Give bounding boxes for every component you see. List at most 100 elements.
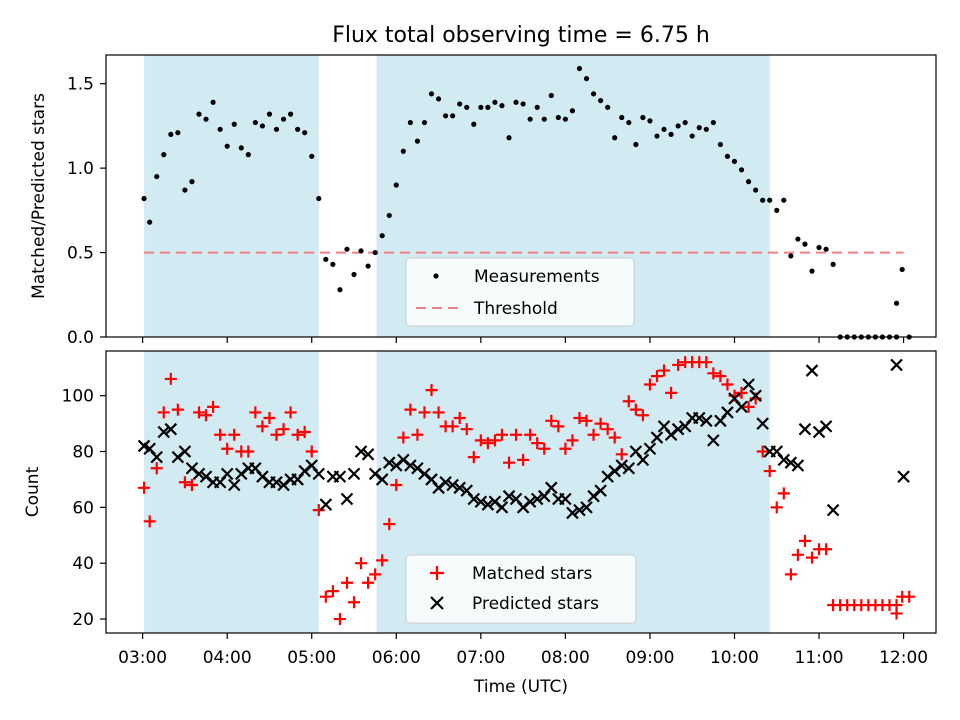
matched-star-point xyxy=(200,409,213,422)
matched-star-point xyxy=(798,534,811,547)
matched-star-point xyxy=(164,372,177,385)
measurement-point xyxy=(393,182,399,188)
predicted-star-point xyxy=(622,461,636,475)
matched-star-point xyxy=(319,590,332,603)
measurement-point xyxy=(626,119,632,126)
predicted-star-point xyxy=(347,467,361,481)
measurement-point xyxy=(266,111,273,117)
measurement-point xyxy=(668,131,674,137)
predicted-star-point xyxy=(361,448,375,461)
y-tick-label: 0.0 xyxy=(67,328,94,348)
matched-star-point xyxy=(242,445,255,458)
measurement-point xyxy=(407,119,413,126)
measurement-point xyxy=(337,287,343,293)
matched-star-point xyxy=(714,370,727,383)
matched-star-point xyxy=(291,428,304,441)
predicted-star-point xyxy=(530,492,544,506)
predicted-star-point xyxy=(707,434,720,447)
measurement-point xyxy=(598,97,604,104)
matched-star-point xyxy=(890,607,903,620)
matched-star-point xyxy=(742,400,755,413)
predicted-star-point xyxy=(453,481,466,495)
x-tick-label: 04:00 xyxy=(203,648,252,668)
predicted-star-point xyxy=(819,420,833,433)
measurement-point xyxy=(316,195,322,202)
measurement-point xyxy=(555,114,561,121)
measurement-point xyxy=(830,261,836,267)
measurement-point xyxy=(703,126,709,132)
top-axes-frame xyxy=(105,54,937,338)
measurement-point xyxy=(640,114,646,121)
measurement-point xyxy=(443,113,449,119)
measurement-point xyxy=(245,152,251,158)
matched-star-point xyxy=(488,434,501,447)
measurement-point xyxy=(414,138,421,144)
measurement-point xyxy=(738,167,745,173)
matched-star-point xyxy=(622,395,635,408)
matched-star-point xyxy=(820,543,833,556)
predicted-star-point xyxy=(566,506,579,520)
matched-star-point xyxy=(185,479,198,492)
predicted-star-point xyxy=(791,459,805,472)
measurement-point xyxy=(288,111,294,117)
matched-star-point xyxy=(763,465,776,478)
x-tick-label: 11:00 xyxy=(795,648,844,668)
legend-matched-label: Matched stars xyxy=(472,564,592,584)
measurement-point xyxy=(633,141,639,148)
measurement-point xyxy=(280,116,287,122)
measurement-point xyxy=(527,116,533,122)
predicted-star-point xyxy=(333,470,347,483)
measurement-point xyxy=(816,244,822,251)
matched-star-point xyxy=(446,420,459,433)
predicted-star-point xyxy=(439,475,452,489)
measurement-point xyxy=(273,126,280,132)
matched-star-point xyxy=(636,409,649,422)
bottom-panel: 20 40 60 80 100 03:00 04:00 05:00 06:00 07:00 08:… xyxy=(23,350,937,697)
matched-star-point xyxy=(629,403,642,416)
matched-star-point xyxy=(545,414,558,427)
matched-star-point xyxy=(355,557,368,570)
predicted-star-point xyxy=(721,406,734,419)
predicted-star-point xyxy=(805,364,819,377)
matched-star-point xyxy=(481,437,494,450)
matched-star-point xyxy=(397,431,410,444)
measurement-point xyxy=(400,148,406,154)
measurement-point xyxy=(654,133,660,139)
measurement-point xyxy=(457,101,463,107)
measurement-point xyxy=(753,187,759,193)
matched-star-point xyxy=(249,406,262,419)
matched-star-point xyxy=(340,576,353,589)
measurement-point xyxy=(435,96,442,102)
measurement-point xyxy=(210,99,216,105)
matched-star-point xyxy=(390,479,403,492)
measurement-point xyxy=(682,119,688,126)
measurement-point xyxy=(583,76,590,82)
measurement-point xyxy=(386,212,392,219)
measurement-point xyxy=(238,145,244,151)
matched-star-point xyxy=(348,596,361,609)
measurement-point xyxy=(141,195,147,202)
matched-star-point xyxy=(326,585,339,598)
predicted-star-point xyxy=(615,459,629,472)
y-tick-label: 40 xyxy=(72,554,94,574)
bottom-y-axis-label: Count xyxy=(23,466,43,517)
x-tick-label: 07:00 xyxy=(456,648,505,668)
matched-star-point xyxy=(531,437,544,450)
measurement-point xyxy=(252,119,258,126)
legend-measurements-marker xyxy=(433,273,439,279)
matched-star-point xyxy=(587,428,600,441)
matched-star-point xyxy=(903,590,916,603)
predicted-star-point xyxy=(227,478,241,492)
predicted-star-point xyxy=(192,467,206,481)
measurement-point xyxy=(675,123,681,129)
predicted-star-point xyxy=(375,473,389,486)
top-y-axis-label: Matched/Predicted stars xyxy=(29,93,49,299)
measurement-point xyxy=(781,197,787,203)
matched-star-point xyxy=(650,370,663,383)
matched-star-point xyxy=(418,406,431,419)
bottom-y-axis: 20 40 60 80 100 xyxy=(62,387,106,630)
measurement-point xyxy=(161,152,167,158)
y-tick-label: 60 xyxy=(72,498,94,518)
predicted-star-point xyxy=(573,503,586,517)
